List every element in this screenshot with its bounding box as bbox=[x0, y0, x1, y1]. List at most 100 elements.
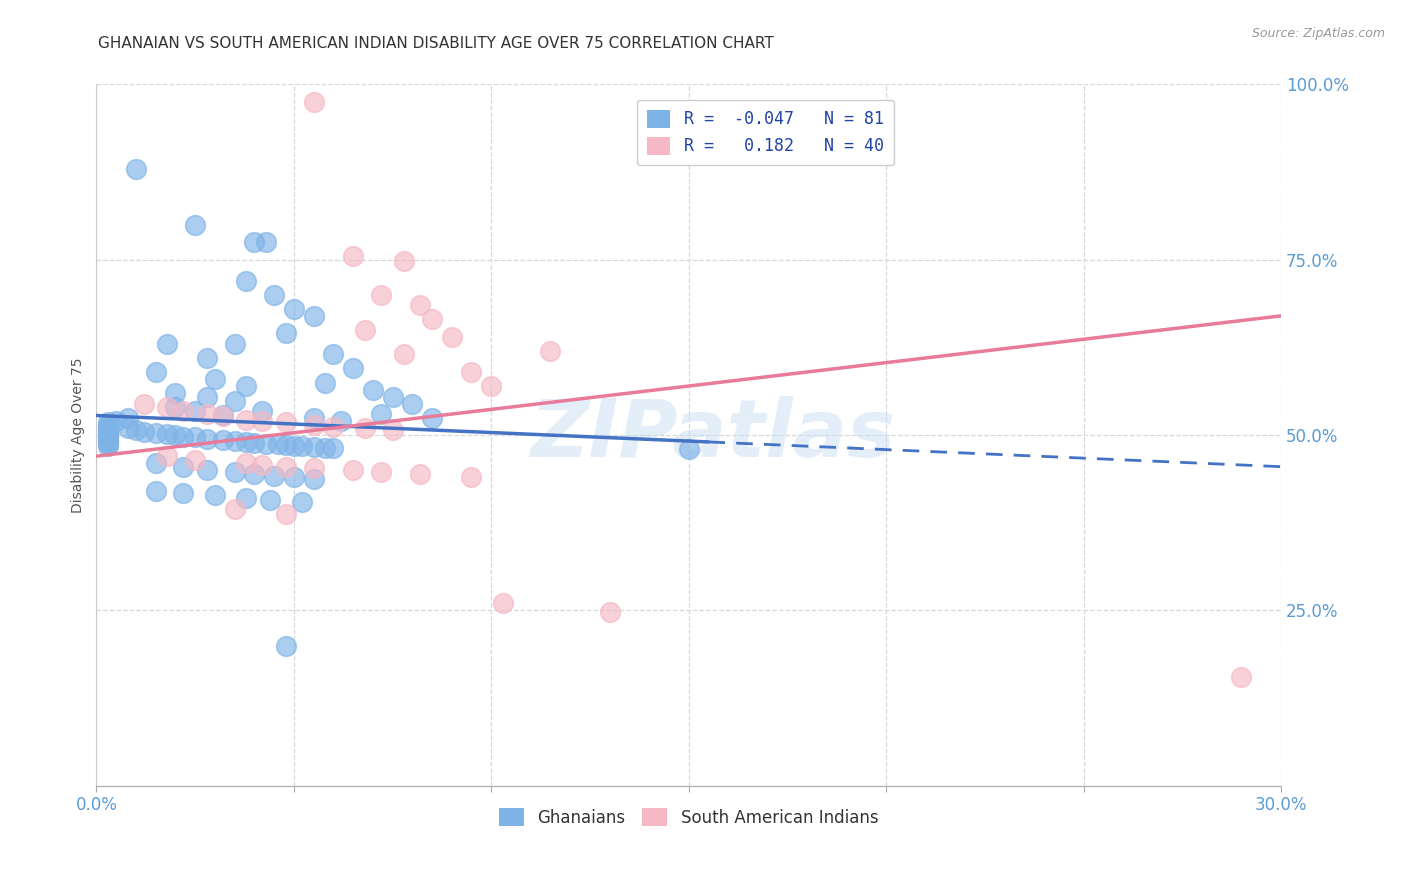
Point bbox=[540, 343, 562, 358]
Point bbox=[370, 407, 392, 421]
Point bbox=[381, 390, 404, 404]
Point bbox=[172, 429, 194, 443]
Point bbox=[314, 441, 336, 455]
Point bbox=[479, 379, 502, 393]
Point bbox=[235, 379, 257, 393]
Point bbox=[254, 235, 277, 250]
Point bbox=[97, 439, 120, 453]
Point bbox=[204, 372, 226, 386]
Point bbox=[224, 394, 246, 409]
Point bbox=[250, 403, 273, 417]
Point bbox=[263, 468, 285, 483]
Point bbox=[172, 459, 194, 474]
Point bbox=[361, 383, 384, 397]
Point bbox=[145, 425, 167, 440]
Point bbox=[145, 365, 167, 379]
Point bbox=[211, 433, 233, 447]
Point bbox=[145, 456, 167, 470]
Point bbox=[283, 301, 305, 316]
Point bbox=[394, 347, 416, 361]
Point bbox=[184, 218, 207, 232]
Point bbox=[97, 432, 120, 446]
Point bbox=[184, 430, 207, 444]
Point bbox=[409, 467, 432, 481]
Point bbox=[354, 421, 377, 435]
Point bbox=[156, 449, 179, 463]
Point bbox=[302, 417, 325, 432]
Point bbox=[195, 351, 218, 365]
Point bbox=[195, 432, 218, 446]
Point bbox=[97, 435, 120, 450]
Point bbox=[274, 326, 297, 341]
Point bbox=[330, 414, 353, 428]
Point bbox=[235, 491, 257, 506]
Point bbox=[440, 330, 463, 344]
Point bbox=[97, 417, 120, 432]
Point bbox=[132, 425, 155, 439]
Point bbox=[354, 323, 377, 337]
Point bbox=[97, 434, 120, 448]
Point bbox=[172, 403, 194, 417]
Point bbox=[145, 484, 167, 499]
Point bbox=[302, 410, 325, 425]
Point bbox=[184, 403, 207, 417]
Text: GHANAIAN VS SOUTH AMERICAN INDIAN DISABILITY AGE OVER 75 CORRELATION CHART: GHANAIAN VS SOUTH AMERICAN INDIAN DISABI… bbox=[98, 36, 775, 51]
Point bbox=[195, 407, 218, 421]
Point bbox=[263, 288, 285, 302]
Point bbox=[322, 347, 344, 361]
Point bbox=[156, 426, 179, 441]
Point bbox=[460, 470, 482, 484]
Point bbox=[420, 312, 443, 326]
Point bbox=[117, 421, 139, 435]
Point bbox=[195, 390, 218, 404]
Point bbox=[342, 361, 364, 376]
Point bbox=[381, 423, 404, 437]
Point bbox=[117, 410, 139, 425]
Point bbox=[274, 639, 297, 653]
Point bbox=[599, 605, 621, 619]
Point bbox=[291, 494, 314, 508]
Point bbox=[243, 435, 266, 450]
Y-axis label: Disability Age Over 75: Disability Age Over 75 bbox=[72, 358, 86, 513]
Point bbox=[274, 507, 297, 521]
Point bbox=[165, 428, 187, 442]
Point bbox=[165, 400, 187, 414]
Point bbox=[172, 485, 194, 500]
Point bbox=[156, 400, 179, 414]
Point bbox=[97, 425, 120, 439]
Point bbox=[211, 409, 233, 423]
Point bbox=[302, 472, 325, 486]
Point bbox=[97, 416, 120, 430]
Text: ZIPatlas: ZIPatlas bbox=[530, 396, 894, 475]
Point bbox=[235, 456, 257, 470]
Point bbox=[370, 465, 392, 479]
Point bbox=[322, 442, 344, 456]
Point bbox=[274, 459, 297, 474]
Point bbox=[235, 274, 257, 288]
Point bbox=[184, 452, 207, 467]
Point bbox=[97, 436, 120, 450]
Point bbox=[250, 458, 273, 472]
Point bbox=[224, 337, 246, 351]
Point bbox=[105, 414, 128, 428]
Point bbox=[302, 440, 325, 454]
Point bbox=[409, 298, 432, 312]
Point bbox=[97, 429, 120, 443]
Point bbox=[97, 428, 120, 442]
Point bbox=[165, 386, 187, 401]
Point bbox=[97, 421, 120, 435]
Point bbox=[224, 434, 246, 448]
Point bbox=[267, 437, 290, 451]
Point bbox=[125, 161, 148, 176]
Point bbox=[420, 410, 443, 425]
Point bbox=[283, 439, 305, 453]
Point bbox=[97, 419, 120, 434]
Point bbox=[302, 461, 325, 475]
Point bbox=[204, 488, 226, 502]
Point bbox=[342, 463, 364, 477]
Point bbox=[211, 409, 233, 424]
Point bbox=[156, 337, 179, 351]
Point bbox=[302, 309, 325, 323]
Point bbox=[370, 288, 392, 302]
Legend: Ghanaians, South American Indians: Ghanaians, South American Indians bbox=[492, 802, 884, 833]
